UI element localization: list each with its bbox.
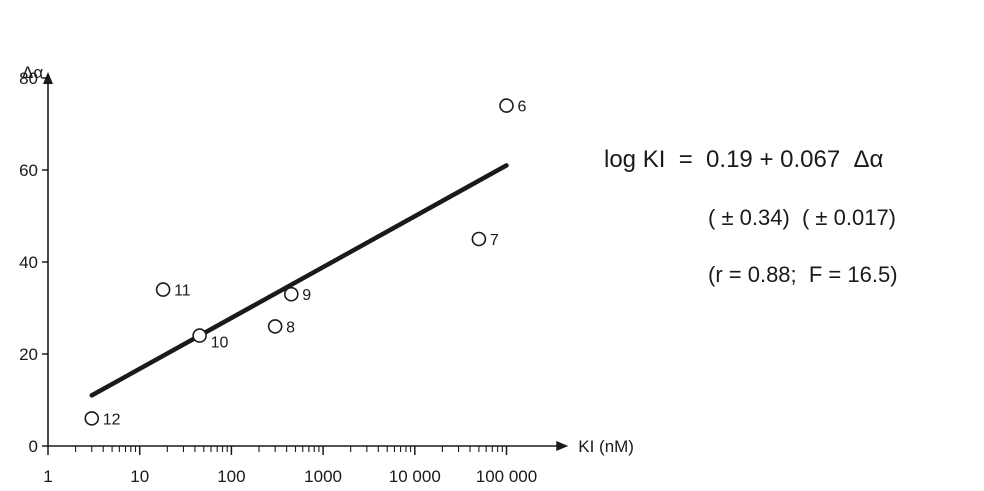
x-tick-label: 10 xyxy=(130,467,149,486)
x-axis-arrow xyxy=(556,441,569,451)
data-point-label: 10 xyxy=(211,335,229,352)
y-tick-label: 40 xyxy=(19,253,38,272)
data-point xyxy=(471,231,487,247)
data-point-label: 6 xyxy=(518,99,527,116)
data-point xyxy=(499,98,514,113)
x-tick-label: 10 000 xyxy=(389,467,441,486)
data-point-label: 8 xyxy=(286,319,295,336)
regression-equation: log KI = 0.19 + 0.067 Δα xyxy=(604,146,884,173)
regression-line xyxy=(89,163,509,398)
x-tick-label: 1000 xyxy=(304,467,342,486)
data-point-label: 12 xyxy=(103,411,121,428)
y-axis-title: Δα xyxy=(22,63,43,82)
x-axis-title: KI (nM) xyxy=(578,437,634,456)
data-point xyxy=(267,319,283,334)
x-tick-label: 100 000 xyxy=(476,467,537,486)
y-tick-label: 0 xyxy=(29,437,38,456)
regression-errors: ( ± 0.34) ( ± 0.017) xyxy=(708,205,896,230)
data-point-label: 11 xyxy=(174,283,191,300)
data-point xyxy=(155,282,171,297)
data-point xyxy=(84,411,100,426)
regression-stats: (r = 0.88; F = 16.5) xyxy=(708,262,898,287)
y-tick-label: 20 xyxy=(19,345,38,364)
y-tick-label: 60 xyxy=(19,161,38,180)
data-point xyxy=(283,286,299,302)
data-point-label: 7 xyxy=(490,232,499,249)
x-tick-label: 100 xyxy=(217,467,245,486)
data-point xyxy=(192,328,207,343)
y-tick-label: 80 xyxy=(19,69,38,88)
x-tick-label: 1 xyxy=(43,467,52,486)
data-point-label: 9 xyxy=(302,287,311,304)
